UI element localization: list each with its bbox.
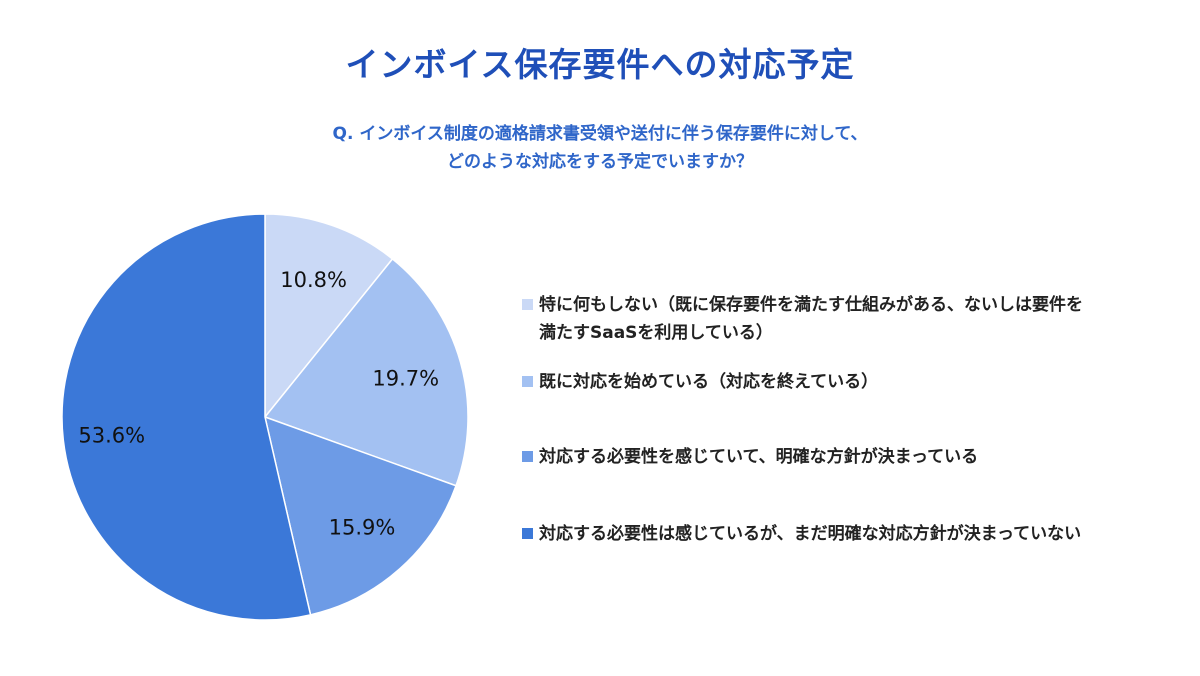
pie-label-started: 19.7% [372,367,439,391]
question-line-1: Q. インボイス制度の適格請求書受領や送付に伴う保存要件に対して、 [332,124,868,144]
legend-swatch-do-nothing [522,299,533,310]
legend-swatch-undecided [522,528,533,539]
pie-slice-started [263,257,469,487]
legend-item-undecided: 対応する必要性は感じているが、まだ明確な対応方針が決まっていない [522,520,1182,548]
pie-slice-do-nothing [264,213,394,420]
legend-label-do-nothing: 特に何もしない（既に保存要件を満たす仕組みがある、ないしは要件を 満たすSaaS… [539,295,1083,343]
question-text: Q. インボイス制度の適格請求書受領や送付に伴う保存要件に対して、 どのような対… [0,120,1200,176]
legend-item-started: 既に対応を始めている（対応を終えている） [522,368,1182,396]
question-line-2: どのような対応をする予定でいますか？ [447,152,753,172]
pie-label-undecided: 53.6% [78,423,145,447]
chart-title: インボイス保存要件への対応予定 [345,45,855,84]
legend-item-clear-policy: 対応する必要性を感じていて、明確な方針が決まっている [522,443,1182,471]
pie-slice-clear-policy [263,415,457,616]
legend-label-started: 既に対応を始めている（対応を終えている） [539,372,879,392]
pie-chart: 10.8% 19.7% 15.9% 53.6% [61,213,469,621]
pie-slice-undecided [61,213,312,621]
legend-label-undecided: 対応する必要性は感じているが、まだ明確な対応方針が決まっていない [539,524,1082,544]
legend-swatch-started [522,376,533,387]
legend-label-clear-policy: 対応する必要性を感じていて、明確な方針が決まっている [539,447,979,467]
pie-label-do-nothing: 10.8% [280,268,347,292]
legend-swatch-clear-policy [522,451,533,462]
legend-item-do-nothing: 特に何もしない（既に保存要件を満たす仕組みがある、ないしは要件を 満たすSaaS… [522,291,1182,347]
pie-label-clear-policy: 15.9% [329,515,396,539]
